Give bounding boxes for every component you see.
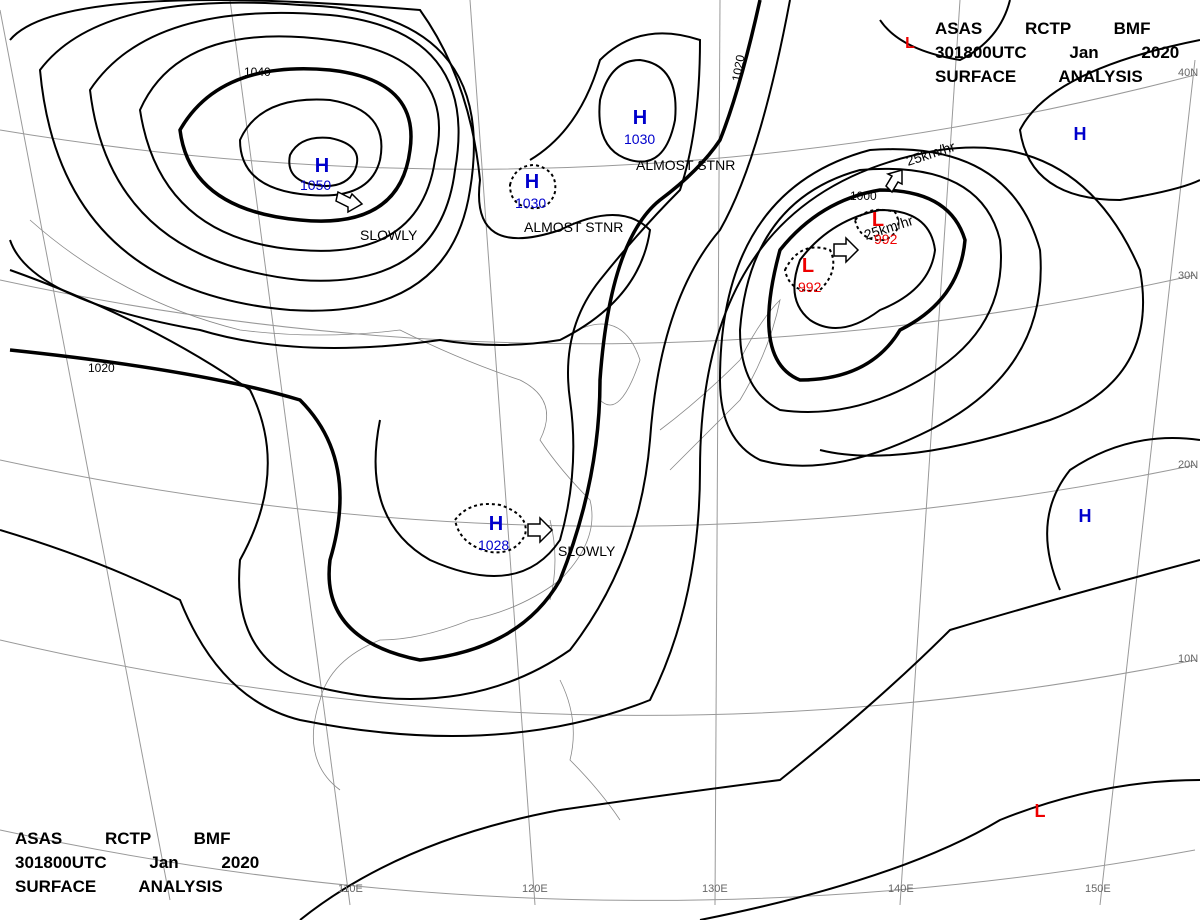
parallel — [0, 459, 1196, 527]
isobar-label: 1020 — [729, 53, 747, 82]
pressure-center-value: 1030 — [624, 131, 655, 147]
motion-arrow — [527, 516, 554, 544]
latitude-label: 10N — [1178, 653, 1198, 665]
annotation: ALMOST STNR — [636, 157, 735, 173]
isobar — [374, 32, 702, 577]
pressure-center-letter: H — [1074, 124, 1087, 144]
pressure-center-letter: L — [872, 209, 884, 231]
longitude-label: 150E — [1085, 883, 1111, 895]
parallel — [0, 829, 1196, 901]
meridian — [229, 0, 351, 906]
coastline — [559, 679, 621, 821]
latitude-label: 30N — [1178, 270, 1198, 282]
footer-line: 301800UTC Jan 2020 — [15, 853, 259, 872]
isobar — [1046, 437, 1200, 591]
meridian — [0, 9, 171, 901]
isobar — [853, 208, 900, 242]
isobar — [9, 0, 762, 662]
motion-arrows — [335, 169, 903, 544]
pressure-center-letter: H — [1079, 506, 1092, 526]
longitude-label: 110E — [338, 883, 363, 895]
annotation: ALMOST STNR — [524, 219, 623, 235]
coastline — [29, 219, 593, 791]
footer-line: ASAS RCTP BMF — [15, 829, 230, 848]
isobar — [9, 0, 652, 349]
isobar-label: 1020 — [88, 361, 115, 375]
isobar — [9, 0, 791, 700]
pressure-center-letter: L — [905, 35, 915, 52]
longitude-label: 130E — [702, 883, 728, 895]
pressure-center-letter: L — [1035, 801, 1046, 821]
annotation: SLOWLY — [558, 543, 616, 559]
pressure-center-letter: H — [489, 513, 503, 535]
pressure-center-value: 1050 — [300, 177, 331, 193]
parallel — [0, 639, 1196, 716]
pressure-center-value: 992 — [874, 231, 898, 247]
isobar — [718, 148, 1042, 467]
isobar — [598, 58, 677, 163]
isobar — [508, 163, 557, 210]
isobar — [699, 779, 1200, 920]
pressure-center-letter: L — [802, 255, 814, 277]
header-line: 301800UTC Jan 2020 — [935, 43, 1179, 62]
isobar — [238, 98, 383, 197]
labels: ASAS RCTP BMF 301800UTC Jan 2020 SURFACE… — [15, 19, 1198, 896]
motion-arrow — [885, 169, 903, 194]
meridian — [1099, 59, 1196, 906]
isobar — [38, 1, 475, 312]
pressure-center-value: 1028 — [478, 537, 509, 553]
isobar — [879, 0, 1011, 62]
pressure-center-letter: H — [525, 171, 539, 193]
latitude-label: 40N — [1178, 67, 1198, 79]
latitude-label: 20N — [1178, 459, 1198, 471]
isobar — [767, 188, 967, 382]
annotation: SLOWLY — [360, 227, 418, 243]
longitude-label: 120E — [522, 883, 548, 895]
parallel — [0, 274, 1196, 345]
coastlines — [29, 219, 781, 821]
longitude-label: 140E — [888, 883, 914, 895]
footer-line: SURFACE ANALYSIS — [15, 877, 223, 896]
meridian — [899, 0, 961, 906]
isobar — [178, 67, 413, 223]
pressure-center-letter: H — [633, 107, 647, 129]
meridian — [469, 0, 536, 906]
pressure-center-value: 992 — [798, 279, 822, 295]
isobar — [1018, 39, 1200, 202]
isobar-label: 1000 — [850, 189, 877, 203]
meridian — [714, 0, 721, 906]
isobar — [793, 208, 937, 329]
isobar-label: 1040 — [244, 65, 271, 79]
isobar — [288, 136, 359, 187]
coastline — [559, 323, 641, 406]
isobar — [738, 167, 1002, 413]
isobar — [453, 503, 527, 554]
motion-arrow — [833, 236, 860, 264]
isobar — [88, 11, 460, 282]
motion-arrow — [335, 190, 364, 214]
parallel — [0, 74, 1196, 170]
isobar — [299, 559, 1200, 920]
pressure-center-letter: H — [315, 155, 329, 177]
header-line: SURFACE ANALYSIS — [935, 67, 1143, 86]
coastline — [659, 298, 781, 471]
pressure-center-value: 1030 — [515, 195, 546, 211]
isobar — [138, 35, 440, 252]
header-line: ASAS RCTP BMF — [935, 19, 1150, 38]
isobar — [0, 146, 1145, 737]
